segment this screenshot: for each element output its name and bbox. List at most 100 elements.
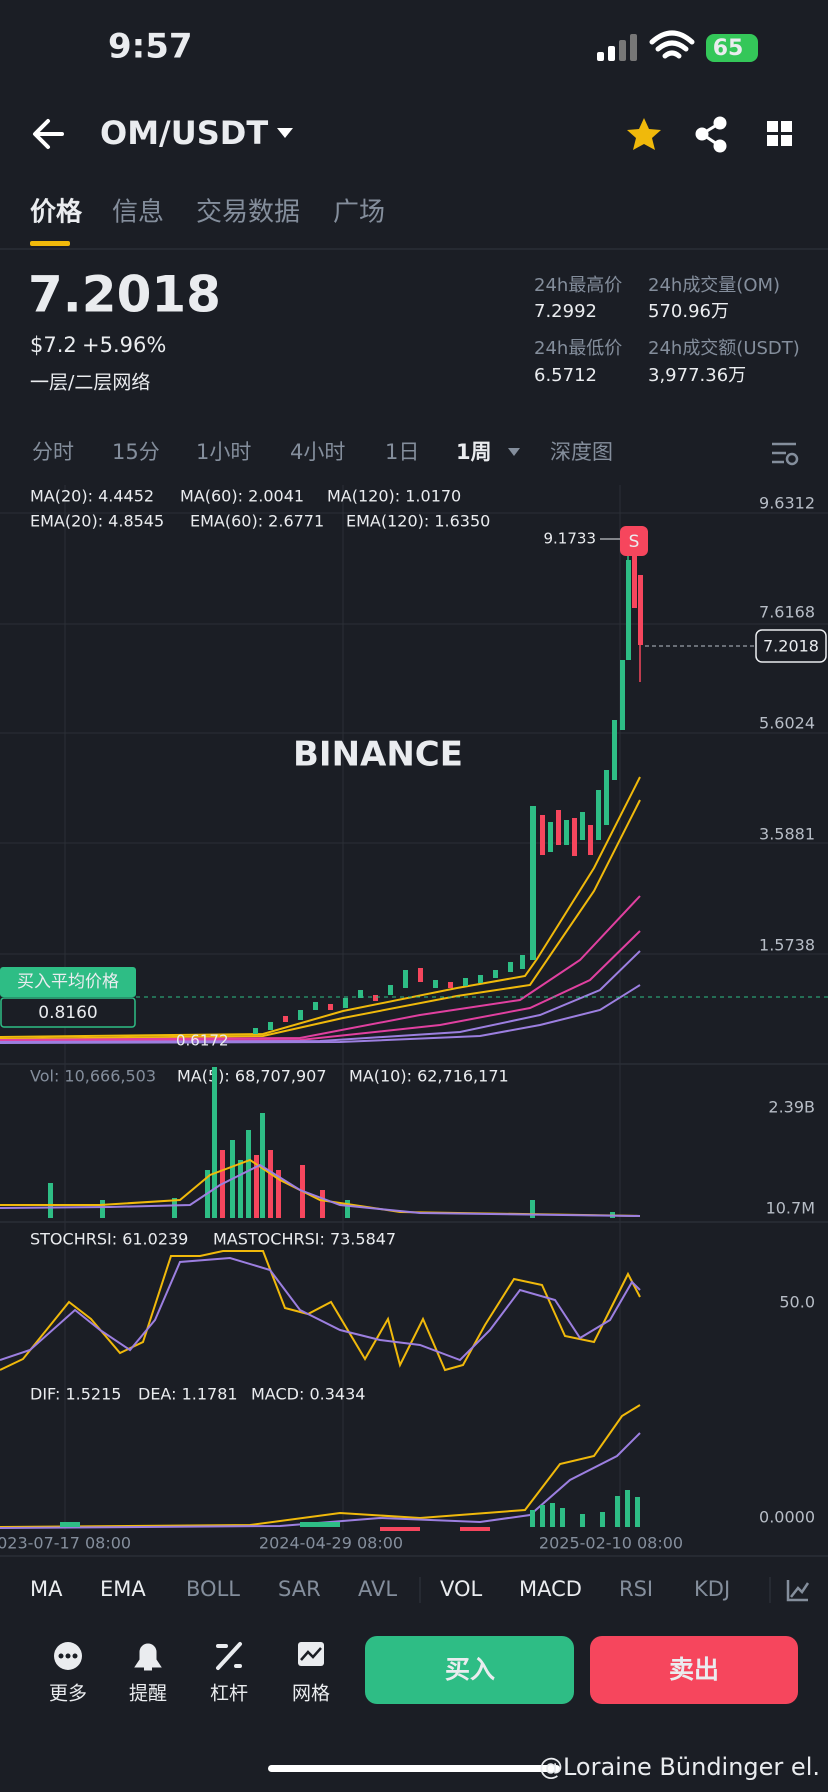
- candles-part: [596, 790, 601, 840]
- macd-histogram-part: [600, 1512, 605, 1527]
- tab[interactable]: 广场: [333, 198, 385, 228]
- interval-active[interactable]: 1周: [456, 440, 492, 464]
- ma-curves: [0, 776, 641, 1044]
- candles-part: [298, 1010, 303, 1020]
- interval[interactable]: 4小时: [290, 440, 345, 464]
- indicator-tab[interactable]: KDJ: [694, 1577, 730, 1601]
- usd-price: $7.2: [30, 333, 77, 357]
- action-label[interactable]: 网格: [292, 1683, 330, 1705]
- sell-marker: [620, 526, 648, 556]
- avg-buy-box: [0, 997, 136, 1028]
- interval[interactable]: 1小时: [196, 440, 251, 464]
- action-label[interactable]: 更多: [49, 1683, 87, 1705]
- candles-part: [612, 720, 617, 780]
- layout-button-part[interactable]: [767, 121, 778, 132]
- leverage-icon[interactable]: [216, 1642, 242, 1670]
- indicator-tab[interactable]: EMA: [100, 1577, 146, 1601]
- volume-ma-curves-part: [0, 1163, 641, 1217]
- tab[interactable]: 信息: [112, 198, 164, 228]
- stochrsi-curves-part: [0, 1250, 641, 1372]
- more-icon-part[interactable]: [65, 1653, 71, 1659]
- sell-label[interactable]: 卖出: [669, 1655, 719, 1684]
- ma-curves-part: [0, 895, 641, 1041]
- indicator-settings[interactable]: [786, 1580, 810, 1602]
- share-button-part[interactable]: [701, 132, 721, 148]
- interval[interactable]: 深度图: [550, 440, 613, 464]
- date-label: 2025-02-10 08:00: [539, 1534, 683, 1553]
- tab[interactable]: 交易数据: [196, 198, 300, 228]
- volume-bars-part: [238, 1160, 243, 1218]
- more-icon[interactable]: [54, 1642, 82, 1670]
- category-tag[interactable]: 一层/二层网络: [30, 372, 150, 394]
- indicator-tab[interactable]: BOLL: [186, 1577, 240, 1601]
- low-label: 0.6172: [176, 1032, 229, 1050]
- volume-ma-curves: [0, 1158, 641, 1217]
- candles-part: [448, 982, 453, 988]
- indicator-tab[interactable]: MA: [30, 1577, 63, 1601]
- interval[interactable]: 1日: [385, 440, 419, 464]
- current-price-box: [755, 629, 827, 663]
- layout-button-part[interactable]: [767, 135, 778, 146]
- layout-button-part[interactable]: [781, 135, 792, 146]
- layout-button[interactable]: [767, 121, 792, 146]
- back-button[interactable]: [33, 119, 64, 149]
- interval[interactable]: 分时: [32, 440, 74, 464]
- pair-title[interactable]: OM/USDT: [100, 114, 268, 152]
- date-label: 2023-07-17 08:00: [0, 1534, 131, 1553]
- share-button-part[interactable]: [701, 121, 721, 136]
- interval[interactable]: 15分: [112, 440, 160, 464]
- avg-buy-tag: [0, 967, 136, 997]
- volume-bars-part: [100, 1200, 105, 1218]
- signal-icon: [597, 34, 637, 61]
- grid-icon[interactable]: [298, 1642, 324, 1666]
- indicator-tab[interactable]: SAR: [278, 1577, 321, 1601]
- candles-part: [572, 818, 577, 856]
- candles-part: [564, 820, 569, 845]
- ma-curves-part: [0, 930, 641, 1042]
- candles-part: [626, 560, 631, 660]
- stochrsi-axis-label: 50.0: [779, 1293, 815, 1312]
- volume-bars-part: [276, 1170, 281, 1218]
- volume-axis-label: 2.39B: [768, 1098, 815, 1117]
- indicator-tab[interactable]: RSI: [619, 1577, 653, 1601]
- candles-part: [283, 1016, 288, 1022]
- sell-button[interactable]: [590, 1636, 798, 1704]
- action-label[interactable]: 杠杆: [210, 1683, 248, 1705]
- grid-icon-part[interactable]: [300, 1647, 322, 1661]
- layout-button-part[interactable]: [781, 121, 792, 132]
- favorite-star[interactable]: [627, 118, 661, 150]
- stat-label: 24h最高价: [534, 275, 622, 296]
- sell-marker-label: S: [629, 532, 640, 552]
- action-label[interactable]: 提醒: [129, 1683, 167, 1705]
- share-button[interactable]: [695, 116, 727, 153]
- indicator-tab[interactable]: VOL: [440, 1577, 483, 1601]
- volume-bars-part: [320, 1190, 325, 1218]
- interval-dropdown[interactable]: [508, 448, 520, 456]
- candles-part: [508, 962, 513, 972]
- indicator-tab[interactable]: AVL: [358, 1577, 397, 1601]
- indicator-tab[interactable]: MACD: [519, 1577, 582, 1601]
- signal-icon-part: [630, 34, 637, 61]
- macd-histogram-part: [540, 1505, 545, 1527]
- buy-button[interactable]: [365, 1636, 574, 1704]
- buy-label[interactable]: 买入: [445, 1655, 495, 1684]
- chart-settings-icon-part[interactable]: [785, 452, 799, 466]
- alert-icon[interactable]: [134, 1643, 162, 1671]
- stat-label: 24h成交额(USDT): [648, 338, 800, 359]
- chart-settings-icon[interactable]: [772, 442, 799, 466]
- volume-legend: MA(10): 62,716,171: [349, 1067, 509, 1086]
- candles-part: [548, 822, 553, 852]
- more-icon-part[interactable]: [58, 1653, 64, 1659]
- price-axis-label: 5.6024: [759, 714, 815, 733]
- more-icon-part[interactable]: [72, 1653, 78, 1659]
- candles-part: [343, 998, 348, 1008]
- candles-part: [620, 660, 625, 730]
- ema-legend: EMA(60): 2.6771: [190, 512, 324, 531]
- stat-label: 24h成交量(OM): [648, 275, 780, 296]
- candles-part: [638, 575, 643, 645]
- ema-legend: EMA(20): 4.8545: [30, 512, 164, 531]
- macd-curves-part: [0, 1404, 641, 1528]
- tab-active[interactable]: 价格: [30, 197, 83, 228]
- pair-dropdown[interactable]: [277, 128, 293, 138]
